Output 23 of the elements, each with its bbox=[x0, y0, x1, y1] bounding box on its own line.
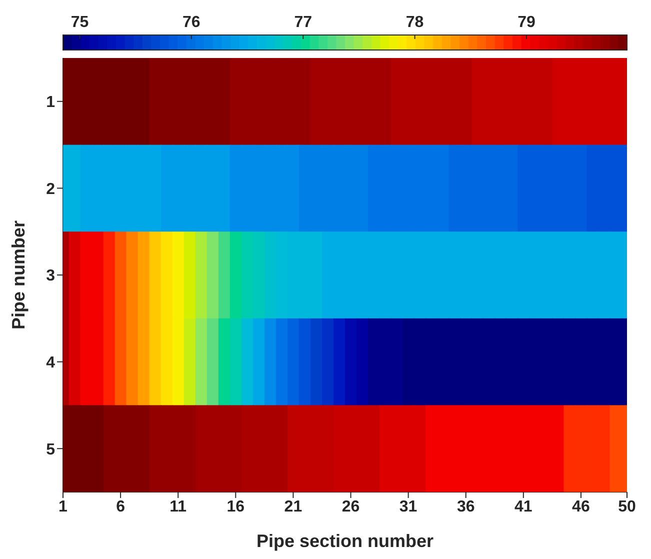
x-tick-label: 46 bbox=[572, 498, 590, 516]
color-bar-label: 79 bbox=[518, 14, 536, 31]
y-tick-label: 4 bbox=[46, 354, 56, 372]
x-tick-label: 26 bbox=[342, 498, 360, 516]
x-tick-label: 36 bbox=[456, 498, 475, 516]
color-bar-label: 78 bbox=[406, 14, 424, 31]
y-tick-label: 5 bbox=[46, 441, 56, 458]
color-bar-label: 75 bbox=[70, 14, 89, 31]
color-bar-label: 76 bbox=[182, 14, 200, 31]
x-tick-label: 31 bbox=[399, 498, 418, 516]
x-tick-label: 6 bbox=[116, 498, 126, 516]
x-tick-label: 11 bbox=[170, 498, 187, 516]
y-axis-title: Pipe number bbox=[8, 220, 28, 330]
x-tick-label: 41 bbox=[514, 498, 532, 516]
x-axis-title: Pipe section number bbox=[256, 531, 434, 551]
y-tick-label: 2 bbox=[46, 180, 56, 198]
y-tick-label: 3 bbox=[46, 268, 56, 285]
x-tick-label: 1 bbox=[58, 498, 68, 516]
y-tick-label: 1 bbox=[46, 94, 56, 112]
x-tick-label: 21 bbox=[284, 498, 302, 516]
color-bar-label: 77 bbox=[294, 14, 312, 31]
x-tick-label: 16 bbox=[226, 498, 245, 516]
x-tick-label: 50 bbox=[618, 498, 636, 516]
